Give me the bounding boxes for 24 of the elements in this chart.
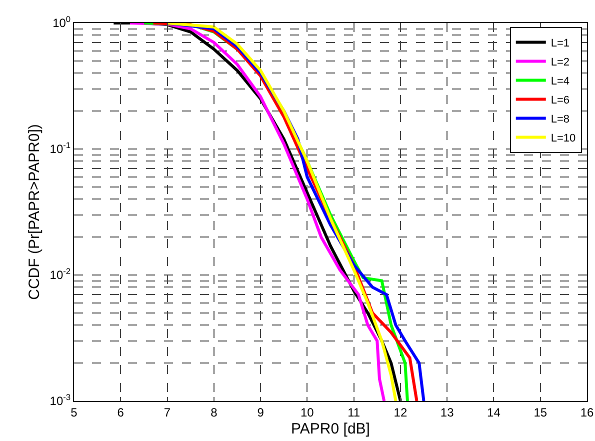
x-tick-label: 6 [117, 405, 124, 420]
x-tick-label: 13 [440, 405, 454, 420]
x-tick-label: 9 [257, 405, 264, 420]
y-tick-label: 10$^{-3}$ [50, 392, 71, 408]
x-tick-label: 8 [210, 405, 218, 420]
legend-label: L=1 [550, 38, 570, 50]
y-tick-label: 10$^{0}$ [52, 14, 71, 30]
x-tick-label: 15 [534, 405, 548, 420]
legend-label: L=2 [550, 56, 570, 69]
x-tick-label: 7 [164, 405, 171, 420]
x-tick-label: 5 [70, 405, 78, 420]
x-axis-title: PAPR0 [dB] [291, 420, 370, 438]
x-tick-label: 11 [348, 405, 360, 420]
y-axis-title: CCDF (Pr[PAPR>PAPR0]) [26, 124, 44, 300]
x-tick-label: 12 [394, 405, 408, 420]
legend-label: L=4 [550, 76, 570, 88]
legend-label: L=6 [550, 94, 570, 107]
x-tick-label: 10 [300, 405, 314, 420]
legend-label: L=8 [550, 114, 570, 126]
y-tick-label: 10$^{-1}$ [50, 140, 71, 156]
x-tick-label: 16 [580, 405, 594, 420]
legend-label: L=10 [550, 132, 576, 145]
y-tick-label: 10$^{-2}$ [50, 266, 71, 282]
x-tick-label: 14 [487, 405, 501, 420]
